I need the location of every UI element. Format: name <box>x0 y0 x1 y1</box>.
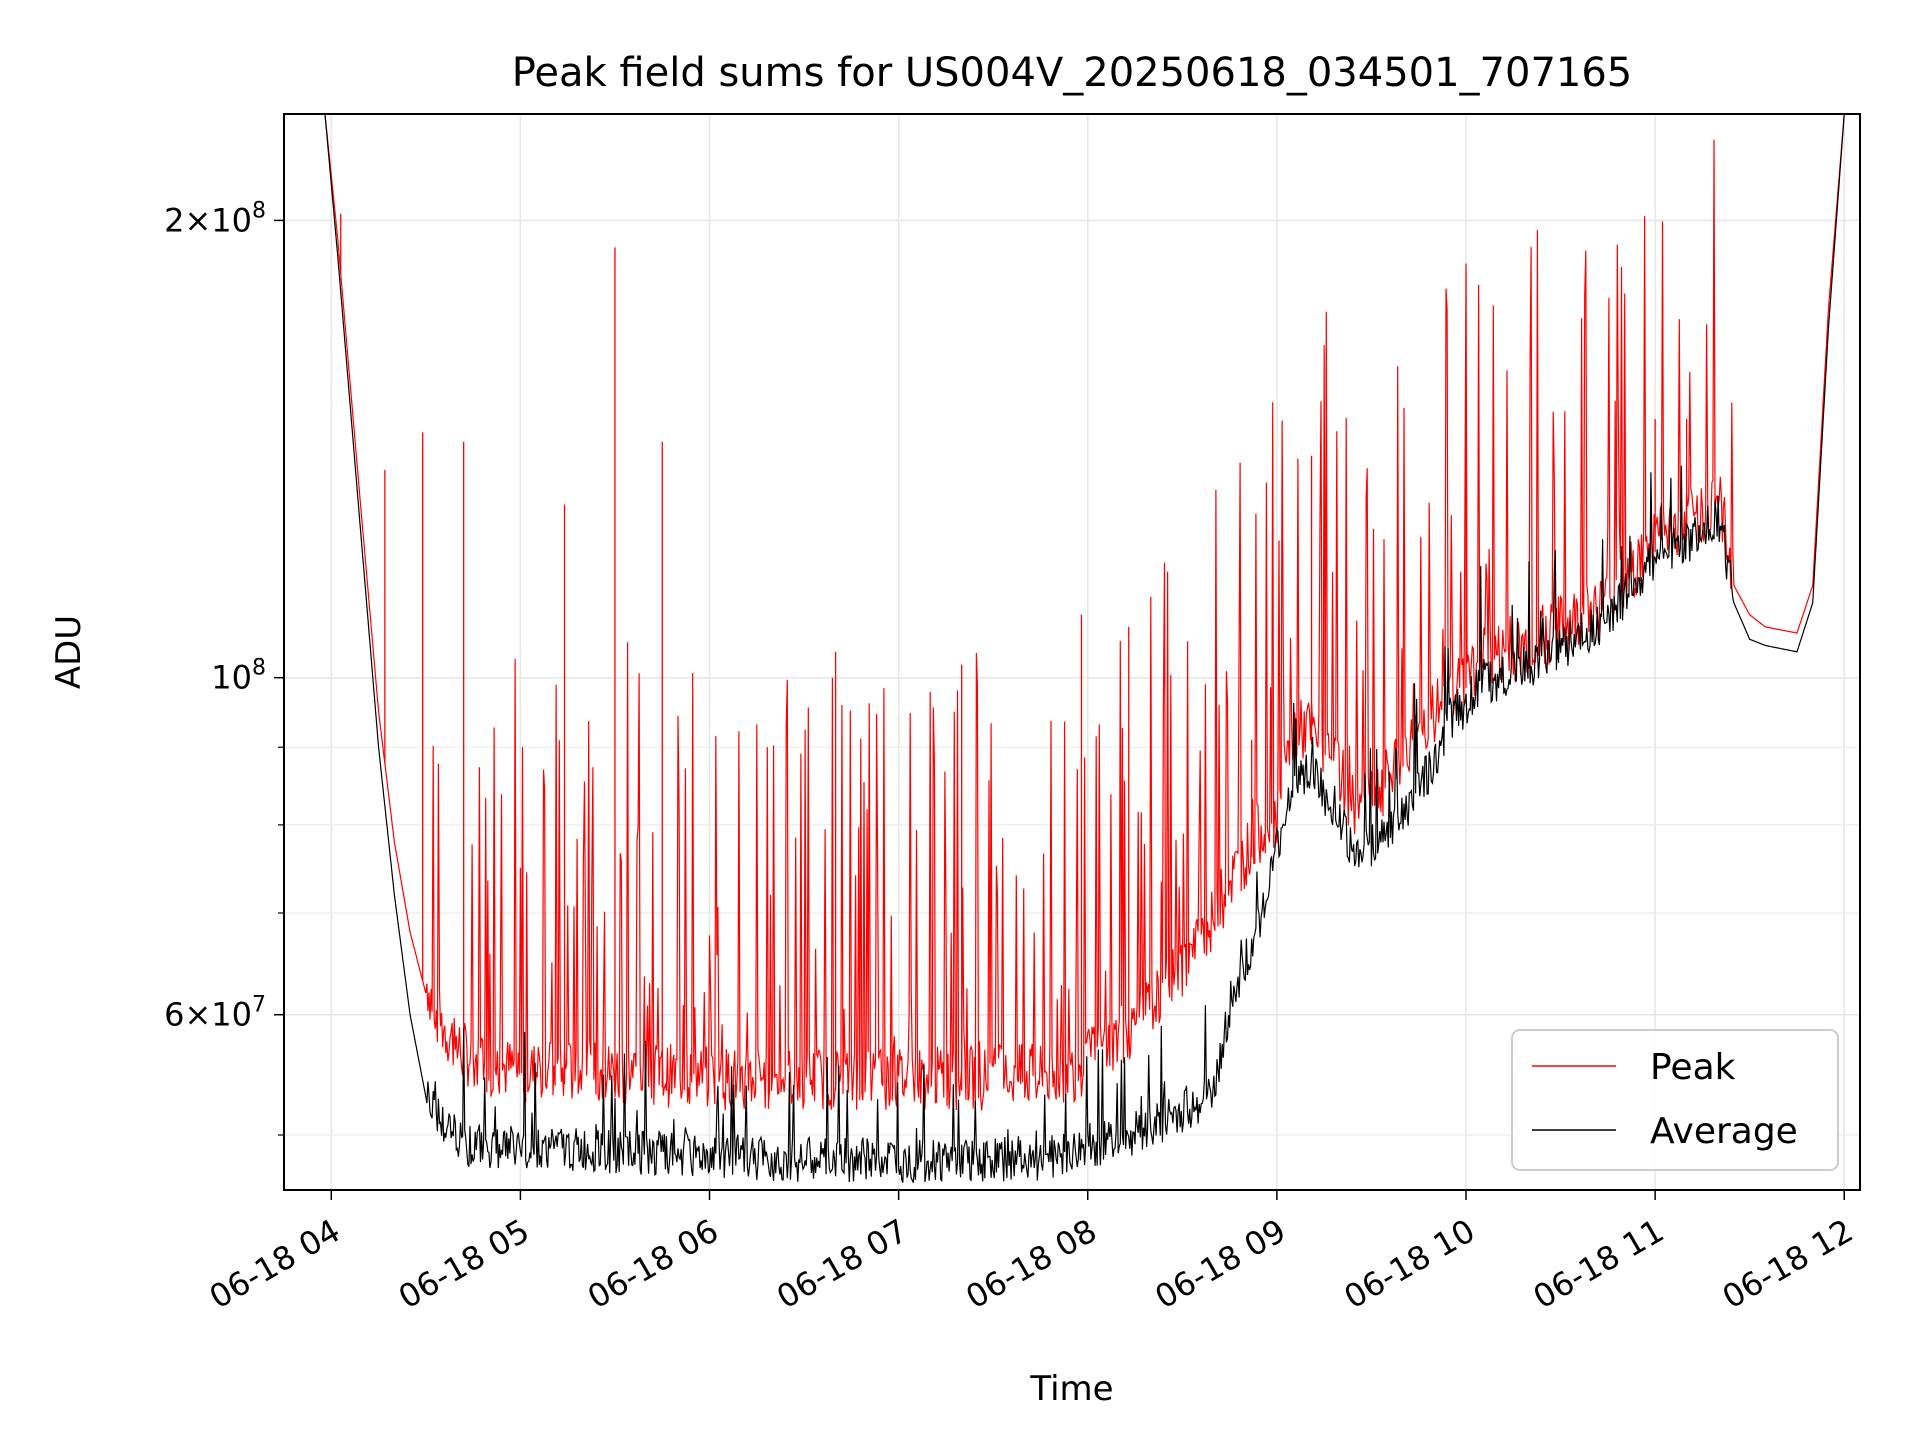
legend: Peak Average <box>1511 1029 1839 1171</box>
y-tick-label: 6×107 <box>164 993 266 1034</box>
y-tick-exponent: 7 <box>252 993 266 1018</box>
y-axis-label: ADU <box>49 615 89 689</box>
y-tick-label: 2×108 <box>164 198 266 239</box>
chart-title: Peak field sums for US004V_20250618_0345… <box>512 50 1633 96</box>
y-tick-exponent: 8 <box>252 656 266 681</box>
grid-lines <box>284 114 1860 1190</box>
plot-series <box>284 114 1860 1183</box>
plot-frame <box>283 113 1861 1191</box>
x-axis-label: Time <box>1029 1369 1113 1409</box>
legend-label-average: Average <box>1650 1111 1798 1152</box>
legend-label-peak: Peak <box>1650 1047 1736 1088</box>
series-line-average <box>284 114 1860 1183</box>
y-tick-exponent: 8 <box>252 198 266 223</box>
legend-box <box>1511 1029 1839 1171</box>
